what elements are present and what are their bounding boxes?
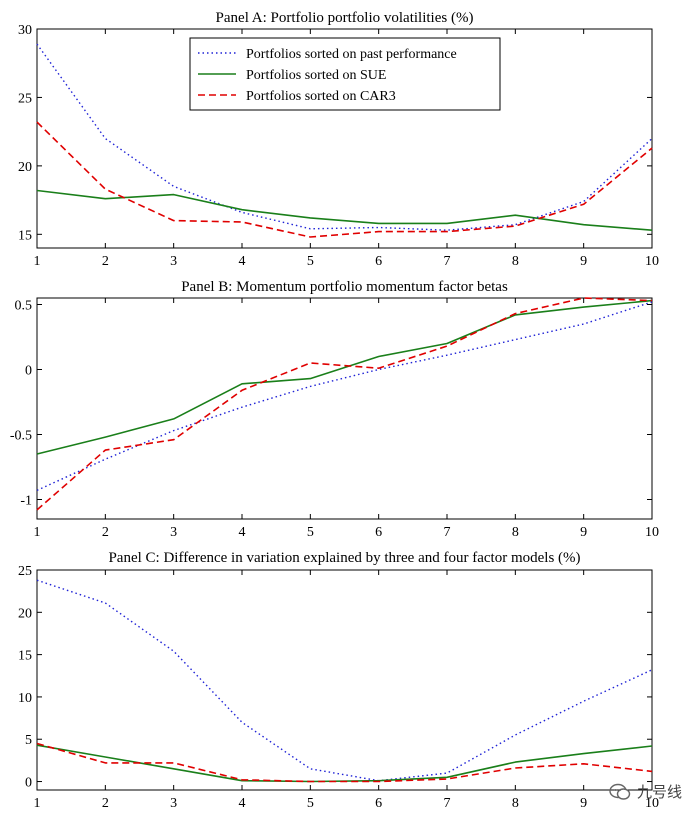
panel-b: Panel B: Momentum portfolio momentum fac… [10, 279, 659, 540]
legend-box [189, 37, 501, 111]
x-tick-label: 9 [580, 525, 587, 540]
x-tick-label: 6 [375, 254, 382, 269]
legend-label: Portfolios sorted on SUE [246, 68, 386, 83]
x-tick-label: 1 [34, 525, 41, 540]
x-tick-label: 4 [239, 796, 246, 811]
x-tick-label: 5 [307, 796, 314, 811]
x-tick-label: 9 [580, 796, 587, 811]
series-line-sue [36, 189, 653, 231]
y-tick-label: -1 [20, 494, 32, 509]
y-tick-label: 25 [18, 564, 32, 579]
x-tick-label: 7 [444, 525, 451, 540]
x-tick-label: 8 [512, 796, 519, 811]
legend: Portfolios sorted on past performance Por… [189, 37, 501, 111]
series-line-car3 [36, 742, 653, 783]
y-tick-label: 30 [18, 23, 32, 38]
panel-title: Panel C: Difference in variation explain… [108, 550, 580, 566]
y-tick-label: 10 [18, 691, 32, 706]
x-tick-label: 4 [239, 254, 246, 269]
y-tick-label: 25 [18, 91, 32, 106]
y-tick-label: 15 [18, 649, 32, 664]
x-tick-label: 10 [645, 796, 659, 811]
y-tick-label: 20 [18, 160, 32, 175]
legend-label: Portfolios sorted on past performance [246, 47, 457, 62]
panel-a: Panel A: Portfolio portfolio volatilitie… [18, 10, 659, 269]
x-tick-label: 6 [375, 525, 382, 540]
x-tick-label: 10 [645, 525, 659, 540]
wechat-chat-bubble-icon [609, 783, 631, 801]
y-tick-label: 20 [18, 606, 32, 621]
y-tick-label: 0 [25, 364, 32, 379]
panel-title: Panel B: Momentum portfolio momentum fac… [181, 279, 508, 295]
axes-frame [36, 28, 653, 249]
x-tick-label: 2 [102, 254, 109, 269]
series-line-past-performance [36, 301, 653, 492]
y-tick-label: 15 [18, 228, 32, 243]
panel-title: Panel A: Portfolio portfolio volatilitie… [216, 10, 474, 26]
series-line-car3 [36, 297, 653, 511]
x-tick-label: 8 [512, 254, 519, 269]
axes-frame [36, 569, 653, 791]
y-tick-label: -0.5 [10, 429, 32, 444]
series-line-past-performance [36, 43, 653, 231]
watermark-text: 九号线 [636, 783, 682, 801]
x-tick-label: 5 [307, 254, 314, 269]
x-tick-label: 2 [102, 796, 109, 811]
x-tick-label: 7 [444, 254, 451, 269]
panel-c: Panel C: Difference in variation explain… [18, 550, 659, 811]
x-tick-label: 8 [512, 525, 519, 540]
series-line-past-performance [36, 579, 653, 782]
axes-frame [36, 297, 653, 520]
y-tick-label: 5 [25, 733, 32, 748]
x-tick-label: 6 [375, 796, 382, 811]
x-tick-label: 9 [580, 254, 587, 269]
y-tick-label: 0.5 [15, 299, 33, 314]
series-line-car3 [36, 121, 653, 238]
x-tick-label: 5 [307, 525, 314, 540]
x-tick-label: 1 [34, 796, 41, 811]
series-line-sue [36, 299, 653, 455]
x-tick-label: 2 [102, 525, 109, 540]
x-tick-label: 7 [444, 796, 451, 811]
x-tick-label: 3 [170, 796, 177, 811]
x-tick-label: 4 [239, 525, 246, 540]
legend-label: Portfolios sorted on CAR3 [246, 89, 396, 104]
watermark: 九号线 [609, 781, 682, 802]
x-tick-label: 1 [34, 254, 41, 269]
x-tick-label: 3 [170, 254, 177, 269]
y-tick-label: 0 [25, 776, 32, 791]
x-tick-label: 10 [645, 254, 659, 269]
x-tick-label: 3 [170, 525, 177, 540]
